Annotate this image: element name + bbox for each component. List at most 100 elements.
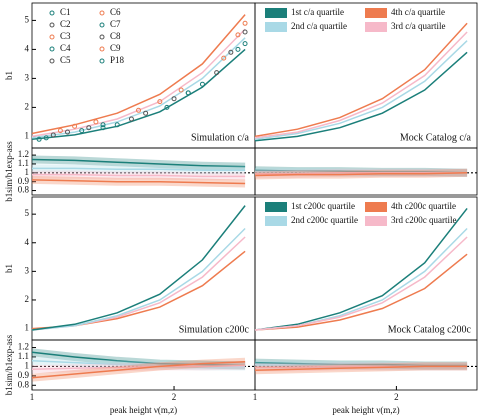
legend-marker <box>99 46 105 52</box>
y-tick-label: 5 <box>25 14 30 24</box>
legend-label: C4 <box>60 43 71 53</box>
series-line <box>31 179 246 185</box>
data-point <box>178 87 184 93</box>
data-point <box>100 122 106 128</box>
series-line <box>254 51 468 142</box>
x-tick-label: 2 <box>172 392 177 402</box>
data-point <box>228 49 234 55</box>
data-point <box>43 135 49 141</box>
data-point <box>242 20 248 26</box>
series-line <box>32 167 246 171</box>
series-line <box>31 250 246 330</box>
y-tick-label: 1.2 <box>18 149 29 159</box>
series-line <box>31 37 246 139</box>
data-point <box>128 116 134 122</box>
y-tick-label: 5 <box>25 208 30 218</box>
data-point <box>214 70 220 76</box>
legend-marker <box>99 10 105 16</box>
legend-label: C6 <box>110 7 121 17</box>
series-line <box>254 207 468 331</box>
data-point <box>65 129 71 135</box>
legend-swatch <box>265 8 287 18</box>
y-axis-label: b1 <box>4 71 14 80</box>
y-tick-label: 4 <box>25 237 30 247</box>
legend-swatch <box>365 216 387 226</box>
series-line <box>254 365 468 371</box>
x-tick-label: 1 <box>30 392 35 402</box>
data-point <box>143 110 149 116</box>
y-tick-label: 4 <box>25 43 30 53</box>
legend-label: C3 <box>60 31 71 41</box>
series-line <box>31 364 246 370</box>
data-point <box>235 46 241 52</box>
y-tick-label: 2 <box>25 101 30 111</box>
data-point <box>114 122 120 128</box>
y-tick-label: 1 <box>25 323 30 333</box>
data-point <box>79 128 85 134</box>
series-line <box>254 253 468 331</box>
y-tick-label: 2 <box>25 294 30 304</box>
data-point <box>86 125 92 131</box>
panel-frame <box>31 196 256 341</box>
series-line <box>31 158 246 168</box>
data-point <box>136 107 142 113</box>
series-line <box>31 351 246 367</box>
legend-swatch <box>265 216 287 226</box>
series-line <box>254 22 468 138</box>
y-axis-label: b1sim/b1exp-ass <box>4 141 14 202</box>
data-point <box>100 125 106 131</box>
panel-annotation: Mock Catalog c/a <box>400 132 472 143</box>
legend-label: C7 <box>110 19 121 29</box>
data-point <box>199 81 205 87</box>
series-line <box>31 14 246 135</box>
data-point <box>57 128 63 134</box>
y-tick-label: 1.2 <box>18 342 29 352</box>
y-tick-label: 0.9 <box>18 370 30 380</box>
series-line <box>31 236 246 331</box>
legend-label: 1st c200c quartile <box>291 201 355 211</box>
series-line <box>31 205 246 331</box>
series-line <box>32 173 246 178</box>
y-axis-label: b1 <box>4 264 14 273</box>
panel-annotation: Simulation c200c <box>179 324 250 335</box>
x-axis-label: peak height ν(m,z) <box>110 405 177 415</box>
legend-marker <box>49 58 55 64</box>
data-point <box>72 123 78 129</box>
data-point <box>242 29 248 35</box>
data-point <box>221 55 227 61</box>
legend-marker <box>49 34 55 40</box>
legend-swatch <box>265 202 287 212</box>
legend-swatch <box>365 202 387 212</box>
y-tick-label: 1.1 <box>18 158 29 168</box>
legend-label: C2 <box>60 19 71 29</box>
y-tick-label: 1 <box>25 360 30 370</box>
data-point <box>93 119 99 125</box>
legend-label: 3rd c/a quartile <box>391 21 445 31</box>
y-tick-label: 0.8 <box>18 379 30 389</box>
series-line <box>254 31 468 139</box>
legend-label: C5 <box>60 55 71 65</box>
data-point <box>235 32 241 38</box>
data-point <box>50 132 56 138</box>
legend-label: C8 <box>110 31 121 41</box>
series-line <box>254 40 468 141</box>
x-axis-label: peak height ν(m,z) <box>332 405 399 415</box>
legend-label: 2nd c200c quartile <box>291 215 358 225</box>
legend-label: P18 <box>110 55 125 65</box>
legend-label: 4th c/a quartile <box>391 7 445 17</box>
x-tick-label: 1 <box>253 392 258 402</box>
data-point <box>157 99 163 105</box>
legend-label: 1st c/a quartile <box>291 7 344 17</box>
legend-label: C9 <box>110 43 121 53</box>
y-tick-label: 1 <box>25 167 30 177</box>
series-line <box>254 172 468 177</box>
data-point <box>36 136 42 142</box>
legend-swatch <box>365 22 387 32</box>
y-axis-label: b1sim/b1exp-ass <box>4 334 14 395</box>
data-point <box>164 104 170 110</box>
y-tick-label: 1.1 <box>18 351 29 361</box>
series-line <box>254 236 468 331</box>
data-point <box>242 41 248 47</box>
y-tick-label: 0.8 <box>18 185 30 195</box>
panel-annotation: Simulation c/a <box>191 132 250 143</box>
